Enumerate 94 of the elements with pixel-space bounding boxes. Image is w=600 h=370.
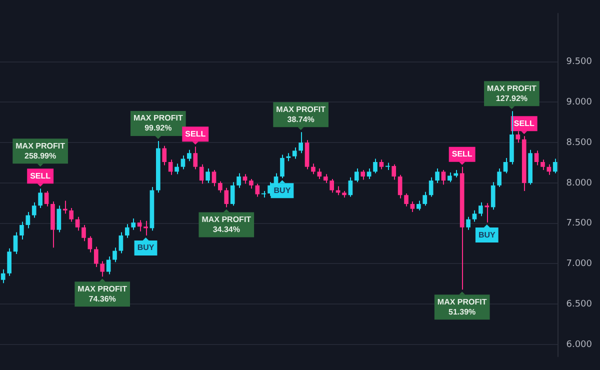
candlestick <box>422 191 428 206</box>
candlestick <box>88 236 92 253</box>
candlestick <box>478 202 483 217</box>
candlestick <box>280 154 284 179</box>
annotation: MAX PROFIT 38.74% <box>276 104 326 124</box>
candlestick <box>62 200 68 214</box>
candlestick <box>230 182 235 206</box>
candlestick <box>298 132 303 154</box>
candlestick <box>100 260 105 278</box>
candlestick <box>168 159 173 176</box>
candlestick <box>354 168 359 183</box>
candlestick <box>56 205 62 233</box>
candlestick <box>292 146 297 160</box>
annotation: MAX PROFIT 99.92% <box>133 114 183 133</box>
candlestick <box>32 202 36 218</box>
annotation: BUY <box>478 230 496 240</box>
candlestick <box>311 163 316 175</box>
annotation: MAX PROFIT 258.99% <box>16 141 66 160</box>
candlestick <box>26 212 30 229</box>
candlestick <box>410 201 415 213</box>
candlestick <box>137 220 142 232</box>
candlestick <box>206 168 210 184</box>
candlestick <box>7 248 12 276</box>
candlestick <box>162 145 167 166</box>
annotation: SELL <box>514 118 534 128</box>
candlestick <box>75 216 80 232</box>
candlestick <box>484 202 490 224</box>
candlestick <box>174 163 179 175</box>
candlestick <box>38 188 42 209</box>
candlestick <box>373 158 378 174</box>
candlestick <box>360 170 366 180</box>
candlestick <box>404 192 408 207</box>
candlestick <box>212 170 216 187</box>
candlestick <box>472 210 477 222</box>
candlestick <box>416 200 421 211</box>
candlestick <box>44 190 49 207</box>
candlestick <box>552 158 558 174</box>
candlestick <box>448 172 452 183</box>
y-tick-label: 9.500 <box>566 57 592 68</box>
y-tick-label: 6.000 <box>566 340 592 350</box>
annotation: MAX PROFIT 34.34% <box>202 214 252 234</box>
candlestick <box>255 183 260 198</box>
y-tick-label: 7.500 <box>566 218 592 229</box>
candlestick <box>94 246 98 268</box>
candlestick <box>218 180 222 194</box>
candlestick <box>398 174 402 199</box>
candlestick <box>392 164 396 180</box>
candlestick <box>0 268 6 284</box>
candlestick <box>348 176 353 198</box>
candlestick <box>82 224 86 242</box>
y-tick-label: 8.000 <box>566 178 592 188</box>
candlestick <box>516 130 520 144</box>
candlestick <box>13 232 18 255</box>
candlestick <box>131 218 136 230</box>
candlestick <box>236 172 241 188</box>
candlestick <box>540 159 545 171</box>
candlestick <box>379 159 384 170</box>
y-tick-label: 6.500 <box>566 299 592 310</box>
annotation: MAX PROFIT 74.36% <box>78 284 128 304</box>
y-tick-label: 8.500 <box>566 138 592 148</box>
candlestick <box>497 168 502 188</box>
candlestick <box>366 168 372 180</box>
candlestick <box>534 150 539 166</box>
candlestick <box>69 208 74 222</box>
candlestick <box>428 176 434 198</box>
candlestick <box>466 216 470 230</box>
candlestick <box>118 232 124 254</box>
annotation: MAX PROFIT 51.39% <box>437 297 487 316</box>
y-tick-label: 9.000 <box>566 98 592 108</box>
candlestick <box>317 168 322 180</box>
annotation: SELL <box>185 129 206 138</box>
candlestick <box>330 178 334 194</box>
candlestick <box>242 174 248 184</box>
candlestick <box>503 157 508 174</box>
candlestick <box>187 149 192 162</box>
candlestick <box>441 170 446 186</box>
annotation: SELL <box>30 171 51 180</box>
y-tick-label: 7.000 <box>566 259 592 270</box>
annotation: MAX PROFIT 127.92% <box>487 84 536 103</box>
candlestick <box>112 247 117 263</box>
candlestick <box>224 187 229 208</box>
candlestick <box>435 168 440 184</box>
candlestick <box>193 146 198 170</box>
candlestick <box>124 224 130 238</box>
candlestick <box>249 178 254 190</box>
candlestick <box>199 164 204 184</box>
annotation: BUY <box>274 186 292 195</box>
candlestick <box>106 256 111 275</box>
candlestick <box>490 182 496 210</box>
candlestick <box>144 220 148 236</box>
annotation: SELL <box>452 150 472 159</box>
candlestick <box>20 221 24 240</box>
candlestick <box>180 155 186 170</box>
annotation: BUY <box>137 243 155 252</box>
